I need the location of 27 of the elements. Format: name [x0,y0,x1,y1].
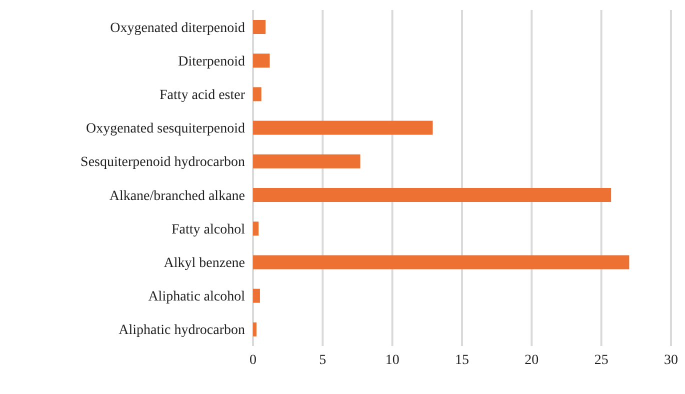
x-tick-label: 5 [319,352,326,368]
x-tick-label: 30 [664,352,678,368]
bar [253,120,433,135]
y-tick-label: Fatty alcohol [172,222,246,238]
bar [253,54,270,68]
y-tick-label: Oxygenated sesquiterpenoid [86,122,245,137]
bar [253,20,266,34]
x-tick-label: 15 [455,352,469,368]
y-tick-label: Fatty acid ester [159,88,246,103]
bar [253,188,612,202]
x-tick-label: 10 [385,352,400,368]
y-tick-label: Diterpenoid [178,54,245,70]
bar [253,222,259,236]
y-tick-label: Sesquiterpenoid hydrocarbon [80,155,245,170]
bar [253,154,360,168]
bar [253,288,260,303]
y-tick-label: Aliphatic hydrocarbon [118,323,245,338]
y-tick-label: Alkyl benzene [164,256,245,271]
x-tick-label: 25 [594,352,608,368]
bar [253,322,256,336]
x-tick-label: 20 [524,352,539,368]
x-tick-label: 0 [250,352,256,368]
bar [253,255,630,270]
y-tick-label: Alkane/branched alkane [109,188,245,204]
y-tick-label: Aliphatic alcohol [148,290,246,305]
y-tick-label: Oxygenated diterpenoid [110,20,245,36]
bar [253,87,262,102]
